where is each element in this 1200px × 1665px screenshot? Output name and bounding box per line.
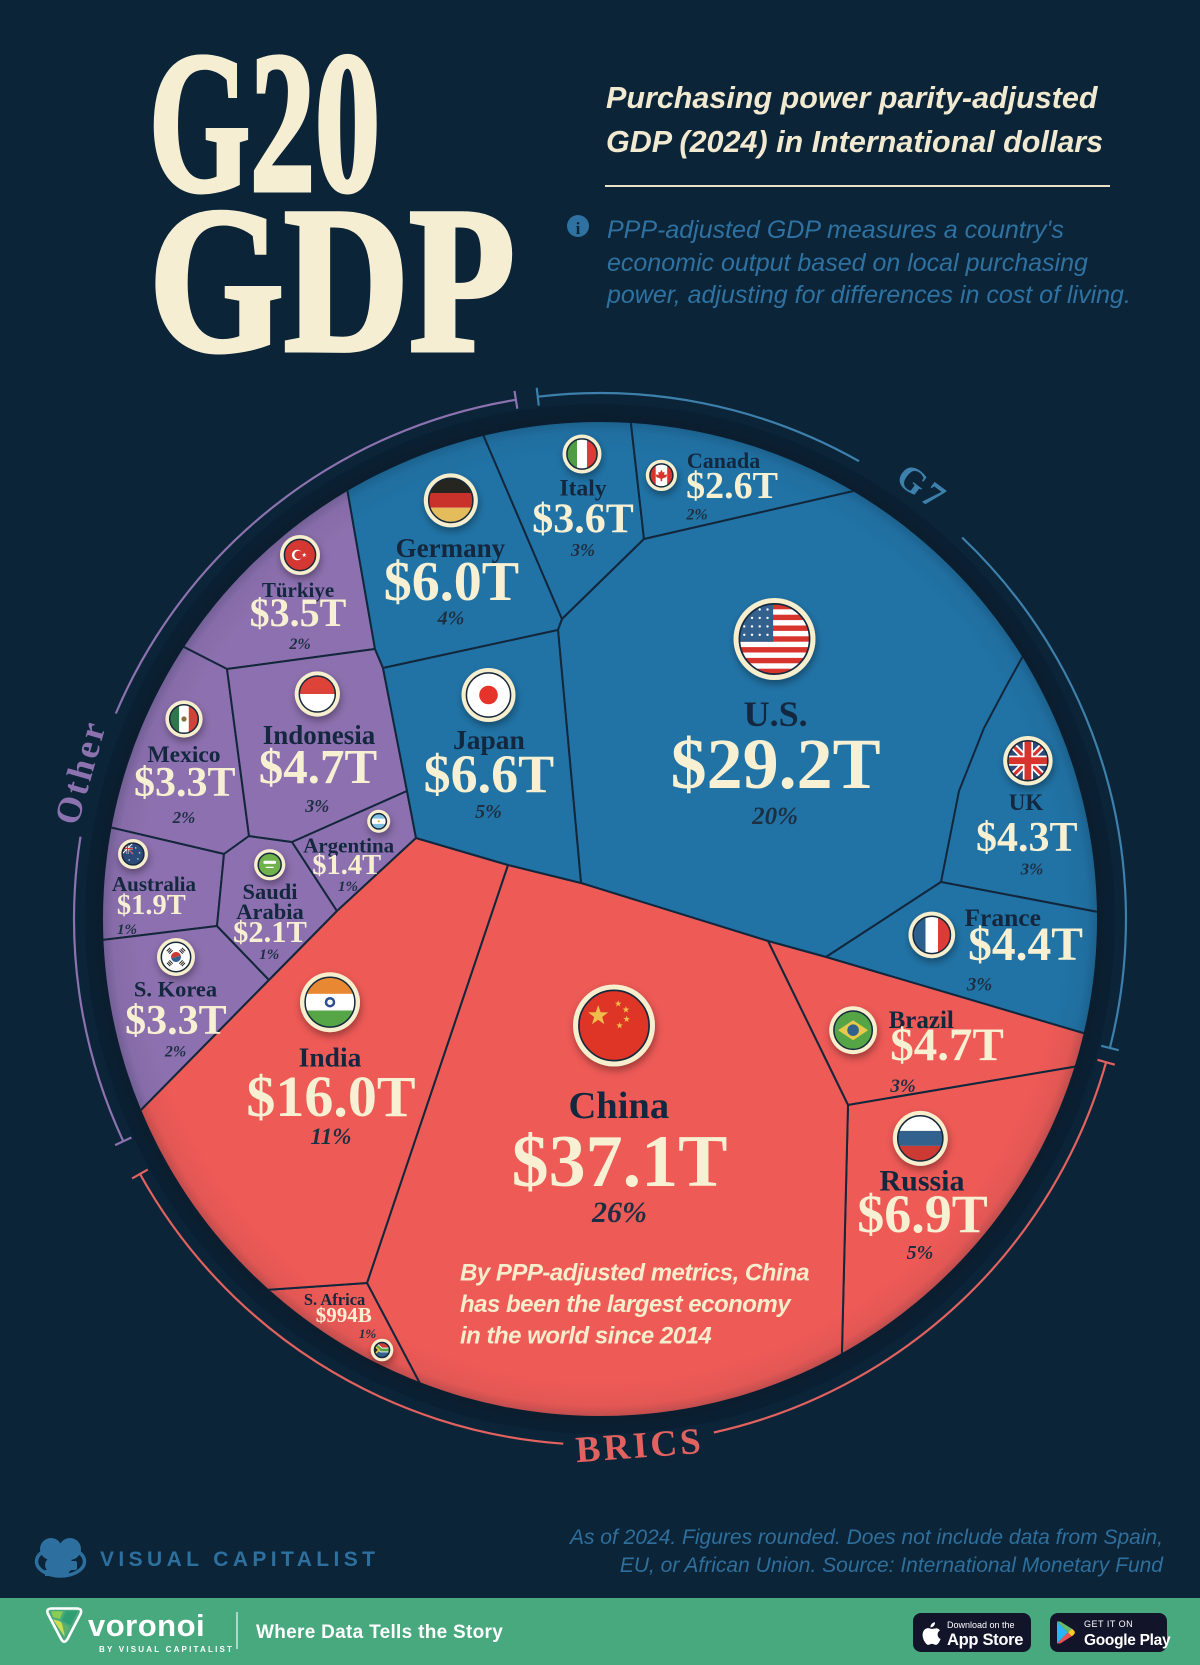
svg-text:Brazil: Brazil (889, 1007, 954, 1034)
svg-text:i: i (576, 219, 581, 238)
svg-text:$6.6T: $6.6T (424, 744, 555, 804)
svg-text:3%: 3% (570, 540, 595, 560)
svg-text:Australia: Australia (112, 872, 197, 896)
svg-text:France: France (964, 903, 1040, 932)
svg-text:$994B: $994B (316, 1303, 372, 1327)
svg-text:BRICS: BRICS (574, 1421, 705, 1471)
svg-text:2%: 2% (172, 808, 196, 827)
svg-text:1%: 1% (359, 1326, 377, 1341)
svg-text:$6.0T: $6.0T (384, 551, 519, 613)
svg-text:2%: 2% (685, 507, 707, 524)
svg-text:3%: 3% (966, 975, 992, 996)
svg-text:3%: 3% (1020, 860, 1044, 879)
svg-text:S. Korea: S. Korea (134, 976, 217, 1001)
svg-text:G20: G20 (149, 12, 380, 234)
svg-text:20%: 20% (751, 803, 798, 830)
svg-text:$4.3T: $4.3T (976, 815, 1078, 861)
svg-text:$29.2T: $29.2T (671, 724, 881, 804)
svg-text:$2.6T: $2.6T (686, 465, 778, 507)
svg-text:1%: 1% (117, 922, 137, 938)
svg-text:5%: 5% (475, 801, 502, 823)
svg-text:Japan: Japan (453, 724, 525, 755)
svg-text:$3.3T: $3.3T (125, 998, 227, 1044)
svg-text:Saudi: Saudi (242, 879, 297, 904)
svg-text:India: India (299, 1042, 362, 1073)
svg-text:$1.4T: $1.4T (312, 850, 381, 881)
svg-text:5%: 5% (907, 1242, 934, 1264)
svg-text:11%: 11% (311, 1124, 352, 1149)
svg-text:Türkiye: Türkiye (262, 578, 334, 602)
svg-text:Italy: Italy (560, 476, 607, 502)
svg-text:China: China (569, 1085, 670, 1127)
svg-text:Google Play: Google Play (1084, 1632, 1171, 1649)
svg-text:$16.0T: $16.0T (246, 1064, 415, 1129)
svg-text:UK: UK (1009, 790, 1044, 815)
svg-text:1%: 1% (259, 947, 279, 963)
svg-text:U.S.: U.S. (744, 694, 808, 734)
svg-text:Arabia: Arabia (236, 899, 304, 924)
svg-text:$6.9T: $6.9T (857, 1184, 988, 1244)
svg-text:$3.3T: $3.3T (134, 760, 236, 806)
svg-text:VISUAL CAPITALIST: VISUAL CAPITALIST (100, 1548, 379, 1571)
svg-text:Download on the: Download on the (947, 1620, 1015, 1630)
svg-text:has been the largest economy: has been the largest economy (460, 1291, 792, 1318)
svg-text:$4.4T: $4.4T (968, 919, 1083, 971)
svg-text:2%: 2% (288, 636, 310, 653)
svg-text:2%: 2% (164, 1044, 186, 1061)
svg-text:Mexico: Mexico (147, 742, 220, 768)
svg-text:$3.5T: $3.5T (250, 590, 347, 635)
svg-text:Russia: Russia (879, 1165, 964, 1198)
svg-text:$37.1T: $37.1T (512, 1121, 728, 1203)
svg-text:GDP: GDP (149, 165, 515, 395)
svg-text:$1.9T: $1.9T (117, 890, 186, 921)
svg-text:$4.7T: $4.7T (259, 739, 377, 794)
svg-text:$3.6T: $3.6T (532, 497, 634, 543)
svg-text:in the world since 2014: in the world since 2014 (460, 1323, 711, 1350)
svg-text:26%: 26% (591, 1196, 647, 1229)
svg-text:$4.7T: $4.7T (890, 1019, 1004, 1071)
svg-text:$2.1T: $2.1T (233, 915, 307, 949)
svg-text:GET IT ON: GET IT ON (1084, 1619, 1133, 1629)
svg-text:By PPP-adjusted metrics, China: By PPP-adjusted metrics, China (460, 1260, 809, 1287)
svg-text:Canada: Canada (687, 448, 760, 473)
svg-text:3%: 3% (889, 1076, 915, 1097)
svg-text:Argentina: Argentina (303, 834, 394, 858)
svg-text:S. Africa: S. Africa (304, 1290, 365, 1309)
svg-text:App Store: App Store (947, 1631, 1023, 1649)
svg-text:3%: 3% (304, 796, 329, 816)
svg-text:Indonesia: Indonesia (263, 720, 376, 750)
svg-text:4%: 4% (437, 608, 465, 630)
svg-text:1%: 1% (338, 879, 358, 895)
svg-text:Germany: Germany (396, 533, 506, 563)
